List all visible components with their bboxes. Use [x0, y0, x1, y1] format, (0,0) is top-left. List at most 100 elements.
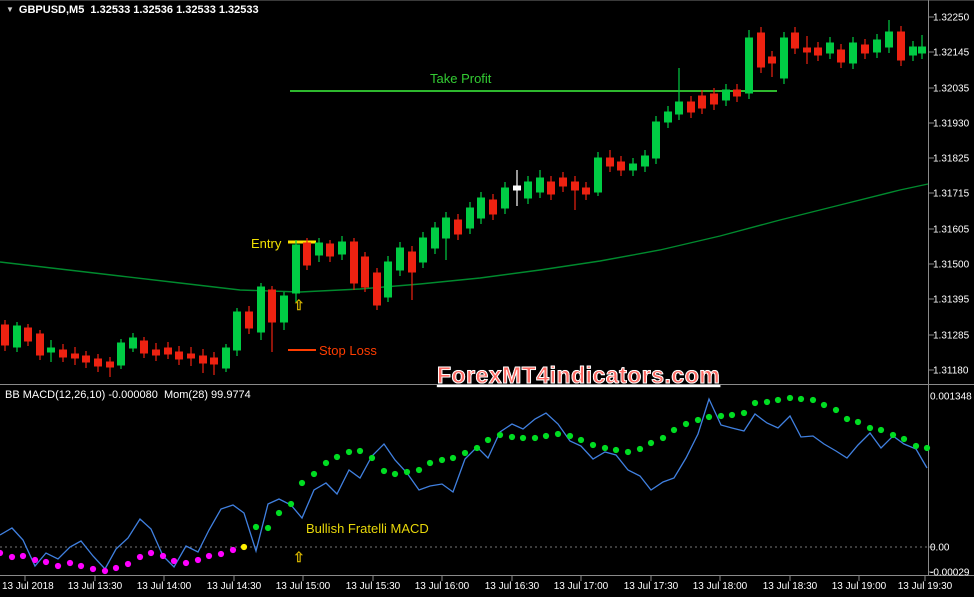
- signal-dot: [589, 441, 597, 449]
- signal-dot: [601, 444, 609, 452]
- signal-dot: [391, 470, 399, 478]
- price-tick-label: 1.31500: [933, 260, 970, 271]
- candle-body: [675, 101, 683, 115]
- candle-body: [140, 340, 148, 354]
- candle-body: [745, 37, 753, 94]
- signal-dot: [670, 426, 678, 434]
- signal-dot: [763, 398, 771, 406]
- indicator-tick-label: -0.00029: [930, 568, 970, 579]
- signal-dot: [484, 436, 492, 444]
- price-tick-label: 1.31180: [933, 366, 969, 377]
- signal-dot: [889, 431, 897, 439]
- signal-dot: [0, 549, 4, 557]
- signal-dot: [612, 446, 620, 454]
- signal-dot: [333, 453, 341, 461]
- candle-body: [885, 31, 893, 48]
- candle-body: [24, 327, 32, 342]
- time-tick-label: 13 Jul 15:30: [346, 581, 401, 592]
- time-tick-label: 13 Jul 14:30: [207, 581, 262, 592]
- signal-dot: [554, 430, 562, 438]
- signal-dot: [647, 439, 655, 447]
- time-tick-label: 13 Jul 13:30: [68, 581, 123, 592]
- signal-dot: [566, 432, 574, 440]
- entry-label[interactable]: Entry: [251, 236, 282, 251]
- time-tick-label: 13 Jul 19:30: [898, 581, 953, 592]
- time-tick-label: 13 Jul 18:30: [763, 581, 818, 592]
- signal-dot: [751, 399, 759, 407]
- candle-body: [629, 163, 637, 171]
- signal-dot: [54, 562, 62, 570]
- signal-dot: [310, 470, 318, 478]
- price-tick-label: 1.31930: [933, 119, 970, 130]
- candle-body: [152, 349, 160, 356]
- candle-body: [292, 244, 300, 294]
- signal-dot: [786, 394, 794, 402]
- candle-body: [477, 197, 485, 219]
- signal-dot: [31, 556, 39, 564]
- candle-body: [664, 111, 672, 123]
- signal-dot: [182, 559, 190, 567]
- signal-dot: [531, 434, 539, 442]
- signal-dot: [636, 445, 644, 453]
- candle-body: [164, 347, 172, 355]
- price-tick-label: 1.31715: [933, 189, 970, 200]
- candle-body: [338, 241, 346, 255]
- stop-loss-label[interactable]: Stop Loss: [319, 343, 377, 358]
- candle-body: [36, 333, 44, 356]
- signal-dot: [229, 546, 237, 554]
- signal-dot: [438, 456, 446, 464]
- candle-body: [826, 42, 834, 54]
- price-tick-label: 1.31395: [933, 295, 970, 306]
- signal-dot: [473, 444, 481, 452]
- candle-body: [233, 311, 241, 351]
- signal-dot: [170, 557, 178, 565]
- candle-body: [431, 227, 439, 249]
- candle-body: [71, 353, 79, 359]
- time-tick-label: 13 Jul 16:00: [415, 581, 470, 592]
- candle-body: [909, 46, 917, 56]
- candle-body: [303, 242, 311, 266]
- candle-body: [222, 347, 230, 369]
- signal-dot: [843, 415, 851, 423]
- signal-dot: [264, 524, 272, 532]
- time-tick-label: 13 Jul 17:30: [624, 581, 679, 592]
- candle-body: [187, 353, 195, 359]
- signal-dot: [380, 467, 388, 475]
- signal-dot: [19, 552, 27, 560]
- indicator-window-label: BB MACD(12,26,10) -0.000080 Mom(28) 99.9…: [5, 389, 251, 401]
- signal-dot: [42, 558, 50, 566]
- candle-body: [722, 89, 730, 101]
- candle-body: [710, 93, 718, 105]
- candle-body: [489, 199, 497, 215]
- time-tick-label: 13 Jul 17:00: [554, 581, 609, 592]
- candle-body: [861, 44, 869, 54]
- candle-body: [780, 37, 788, 79]
- indicator-tick-label: 0.001348: [930, 392, 972, 403]
- signal-dot: [820, 401, 828, 409]
- signal-dot: [159, 552, 167, 560]
- buy-arrow-icon-indicator: ⇧: [293, 549, 305, 565]
- signal-dot: [112, 564, 120, 572]
- candle-body: [698, 95, 706, 109]
- candle-body: [280, 295, 288, 323]
- signal-dot: [8, 553, 16, 561]
- candle-body: [419, 237, 427, 263]
- price-tick-label: 1.31605: [933, 225, 970, 236]
- symbol-marker-icon: ▼: [6, 5, 14, 14]
- signal-dot: [449, 454, 457, 462]
- signal-dot: [322, 459, 330, 467]
- candle-body: [117, 342, 125, 366]
- candle-body: [768, 56, 776, 64]
- candle-body: [454, 219, 462, 235]
- time-tick-label: 13 Jul 18:00: [693, 581, 748, 592]
- candle-body: [897, 31, 905, 61]
- candle-body: [199, 355, 207, 364]
- candle-body: [641, 155, 649, 167]
- take-profit-label[interactable]: Take Profit: [430, 71, 492, 86]
- time-tick-label: 13 Jul 14:00: [137, 581, 192, 592]
- candle-body: [536, 177, 544, 193]
- candle-body: [268, 289, 276, 323]
- candle-body: [652, 121, 660, 159]
- signal-dot: [287, 500, 295, 508]
